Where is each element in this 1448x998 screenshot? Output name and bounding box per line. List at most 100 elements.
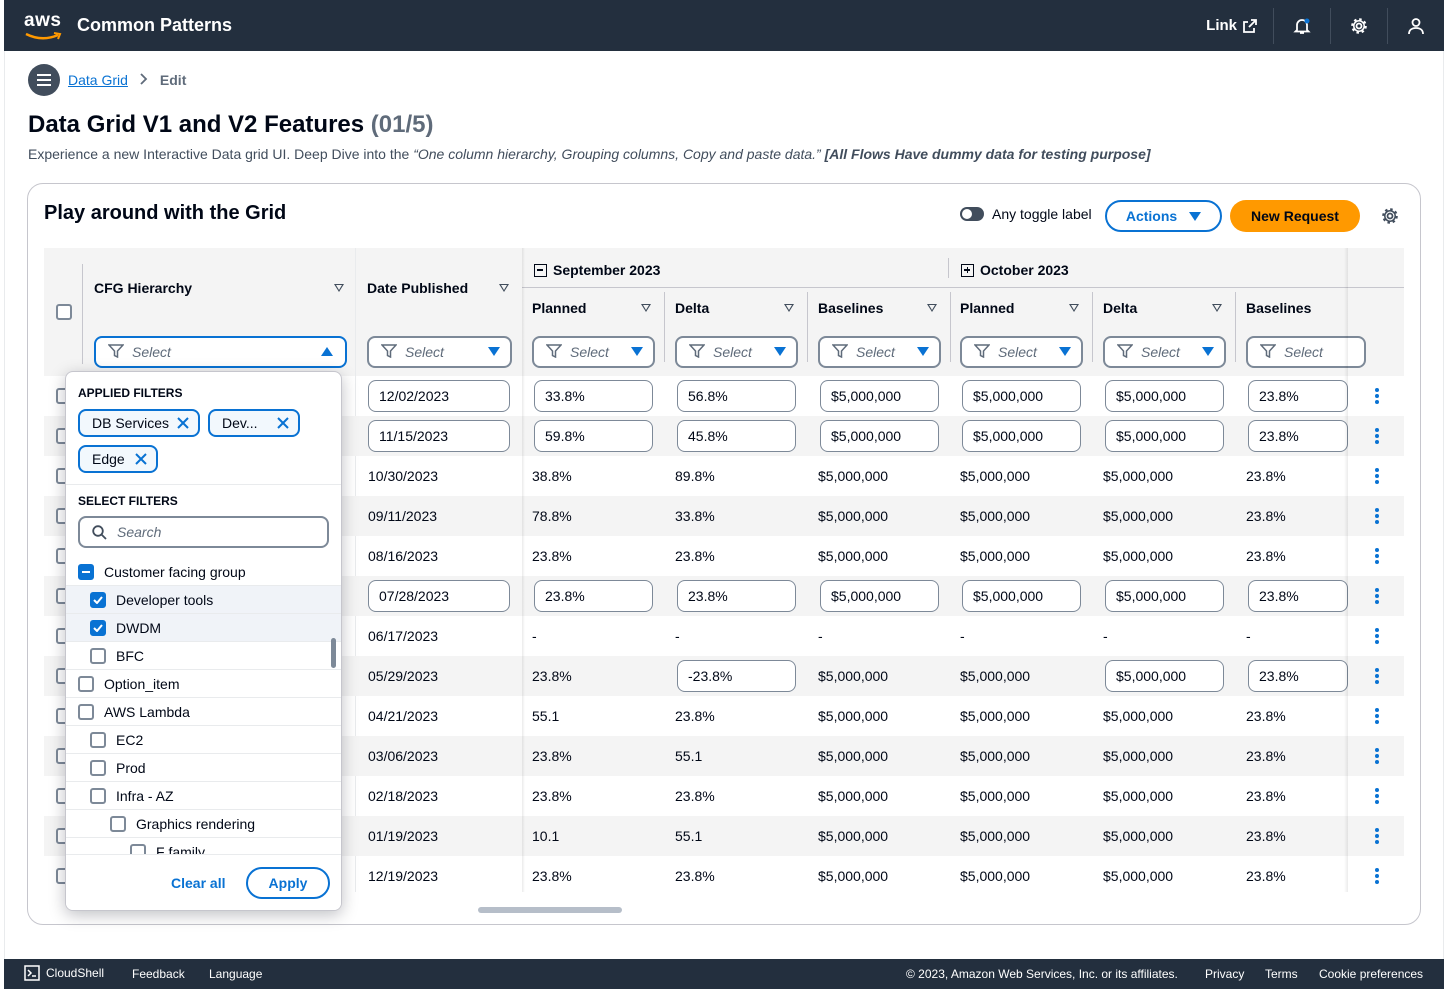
more-options-icon[interactable]: [1375, 708, 1379, 724]
more-options-icon[interactable]: [1375, 468, 1379, 484]
value-input[interactable]: $5,000,000: [1105, 580, 1224, 612]
app-name[interactable]: Common Patterns: [77, 15, 233, 35]
column-header-delta[interactable]: Delta: [675, 300, 710, 316]
close-icon[interactable]: [276, 416, 290, 430]
more-options-icon[interactable]: [1375, 588, 1379, 604]
column-menu-caret-icon[interactable]: [784, 304, 794, 312]
notifications-button[interactable]: [1274, 0, 1330, 51]
close-icon[interactable]: [134, 452, 148, 466]
date-input[interactable]: 12/02/2023: [368, 380, 510, 412]
value-input[interactable]: 23.8%: [1248, 660, 1348, 692]
toggle-switch[interactable]: [960, 207, 984, 221]
horizontal-scrollbar[interactable]: [478, 907, 622, 913]
date-input[interactable]: 07/28/2023: [368, 580, 510, 612]
column-header-baselines[interactable]: Baselines: [1246, 300, 1312, 316]
option-checkbox[interactable]: [90, 647, 106, 664]
option-checkbox[interactable]: [90, 759, 106, 776]
value-input[interactable]: $5,000,000: [820, 580, 939, 612]
filter-chip[interactable]: DB Services: [78, 409, 200, 437]
filter-option[interactable]: Customer facing group: [66, 558, 341, 586]
value-input[interactable]: 23.8%: [1248, 420, 1348, 452]
value-input[interactable]: $5,000,000: [962, 380, 1081, 412]
value-input[interactable]: 33.8%: [534, 380, 653, 412]
more-options-icon[interactable]: [1375, 548, 1379, 564]
column-header-planned[interactable]: Planned: [960, 300, 1015, 316]
date-input[interactable]: 11/15/2023: [368, 420, 510, 452]
column-filter-select[interactable]: Select: [960, 336, 1083, 368]
more-options-icon[interactable]: [1375, 668, 1379, 684]
more-options-icon[interactable]: [1375, 748, 1379, 764]
value-input[interactable]: $5,000,000: [962, 580, 1081, 612]
value-input[interactable]: 23.8%: [677, 580, 796, 612]
column-filter-select[interactable]: Select: [1246, 336, 1366, 368]
option-checkbox[interactable]: [78, 675, 94, 692]
settings-button[interactable]: [1331, 0, 1387, 51]
option-checkbox[interactable]: [110, 815, 126, 832]
option-checkbox[interactable]: [90, 619, 106, 636]
new-request-button[interactable]: New Request: [1230, 200, 1360, 232]
option-checkbox[interactable]: [90, 787, 106, 804]
column-filter-select[interactable]: Select: [1103, 336, 1226, 368]
more-options-icon[interactable]: [1375, 868, 1379, 884]
language-link[interactable]: Language: [209, 967, 263, 981]
cloudshell-button[interactable]: CloudShell: [24, 965, 104, 981]
column-menu-caret-icon[interactable]: [1069, 304, 1079, 312]
value-input[interactable]: 23.8%: [1248, 380, 1348, 412]
option-checkbox[interactable]: [90, 591, 106, 608]
more-options-icon[interactable]: [1375, 428, 1379, 444]
option-checkbox[interactable]: [78, 703, 94, 720]
value-input[interactable]: 23.8%: [1248, 580, 1348, 612]
grid-settings-gear-icon[interactable]: [1380, 206, 1400, 226]
filter-option[interactable]: Developer tools: [66, 586, 341, 614]
menu-toggle-button[interactable]: [28, 64, 60, 96]
value-input[interactable]: 45.8%: [677, 420, 796, 452]
value-input[interactable]: 56.8%: [677, 380, 796, 412]
option-checkbox[interactable]: [78, 563, 94, 580]
privacy-link[interactable]: Privacy: [1205, 967, 1245, 981]
filter-option[interactable]: Prod: [66, 754, 341, 782]
column-menu-caret-icon[interactable]: [499, 284, 509, 292]
aws-logo[interactable]: aws: [24, 10, 70, 42]
header-link[interactable]: Link: [1190, 17, 1273, 34]
vertical-scrollbar[interactable]: [331, 638, 336, 668]
value-input[interactable]: $5,000,000: [820, 420, 939, 452]
option-checkbox[interactable]: [90, 731, 106, 748]
value-input[interactable]: 23.8%: [534, 580, 653, 612]
column-menu-caret-icon[interactable]: [927, 304, 937, 312]
value-input[interactable]: $5,000,000: [962, 420, 1081, 452]
filter-option[interactable]: DWDM: [66, 614, 341, 642]
date-filter-select[interactable]: Select: [367, 336, 512, 368]
value-input[interactable]: $5,000,000: [820, 380, 939, 412]
column-header-delta[interactable]: Delta: [1103, 300, 1138, 316]
column-filter-select[interactable]: Select: [675, 336, 798, 368]
actions-button[interactable]: Actions: [1105, 200, 1222, 232]
filter-chip[interactable]: Edge: [78, 445, 158, 473]
column-filter-select[interactable]: Select: [818, 336, 941, 368]
select-all-checkbox[interactable]: [56, 304, 72, 320]
more-options-icon[interactable]: [1375, 388, 1379, 404]
filter-option[interactable]: AWS Lambda: [66, 698, 341, 726]
close-icon[interactable]: [176, 416, 190, 430]
collapse-icon[interactable]: [534, 263, 547, 277]
value-input[interactable]: $5,000,000: [1105, 660, 1224, 692]
toggle-control[interactable]: Any toggle label: [960, 206, 1092, 222]
apply-button[interactable]: Apply: [246, 867, 330, 899]
filter-chip[interactable]: Dev...: [208, 409, 300, 437]
column-menu-caret-icon[interactable]: [641, 304, 651, 312]
cfg-filter-select[interactable]: Select: [94, 336, 347, 368]
group-header-september[interactable]: September 2023: [534, 262, 660, 278]
value-input[interactable]: $5,000,000: [1105, 420, 1224, 452]
column-header-date-published[interactable]: Date Published: [367, 280, 469, 296]
clear-all-button[interactable]: Clear all: [171, 875, 226, 891]
value-input[interactable]: 59.8%: [534, 420, 653, 452]
column-header-baselines[interactable]: Baselines: [818, 300, 884, 316]
filter-option[interactable]: Graphics rendering: [66, 810, 341, 838]
more-options-icon[interactable]: [1375, 628, 1379, 644]
more-options-icon[interactable]: [1375, 508, 1379, 524]
column-menu-caret-icon[interactable]: [334, 284, 344, 292]
more-options-icon[interactable]: [1375, 788, 1379, 804]
filter-option[interactable]: Option_item: [66, 670, 341, 698]
column-menu-caret-icon[interactable]: [1212, 304, 1222, 312]
filter-option[interactable]: EC2: [66, 726, 341, 754]
breadcrumb-data-grid-link[interactable]: Data Grid: [68, 72, 128, 88]
